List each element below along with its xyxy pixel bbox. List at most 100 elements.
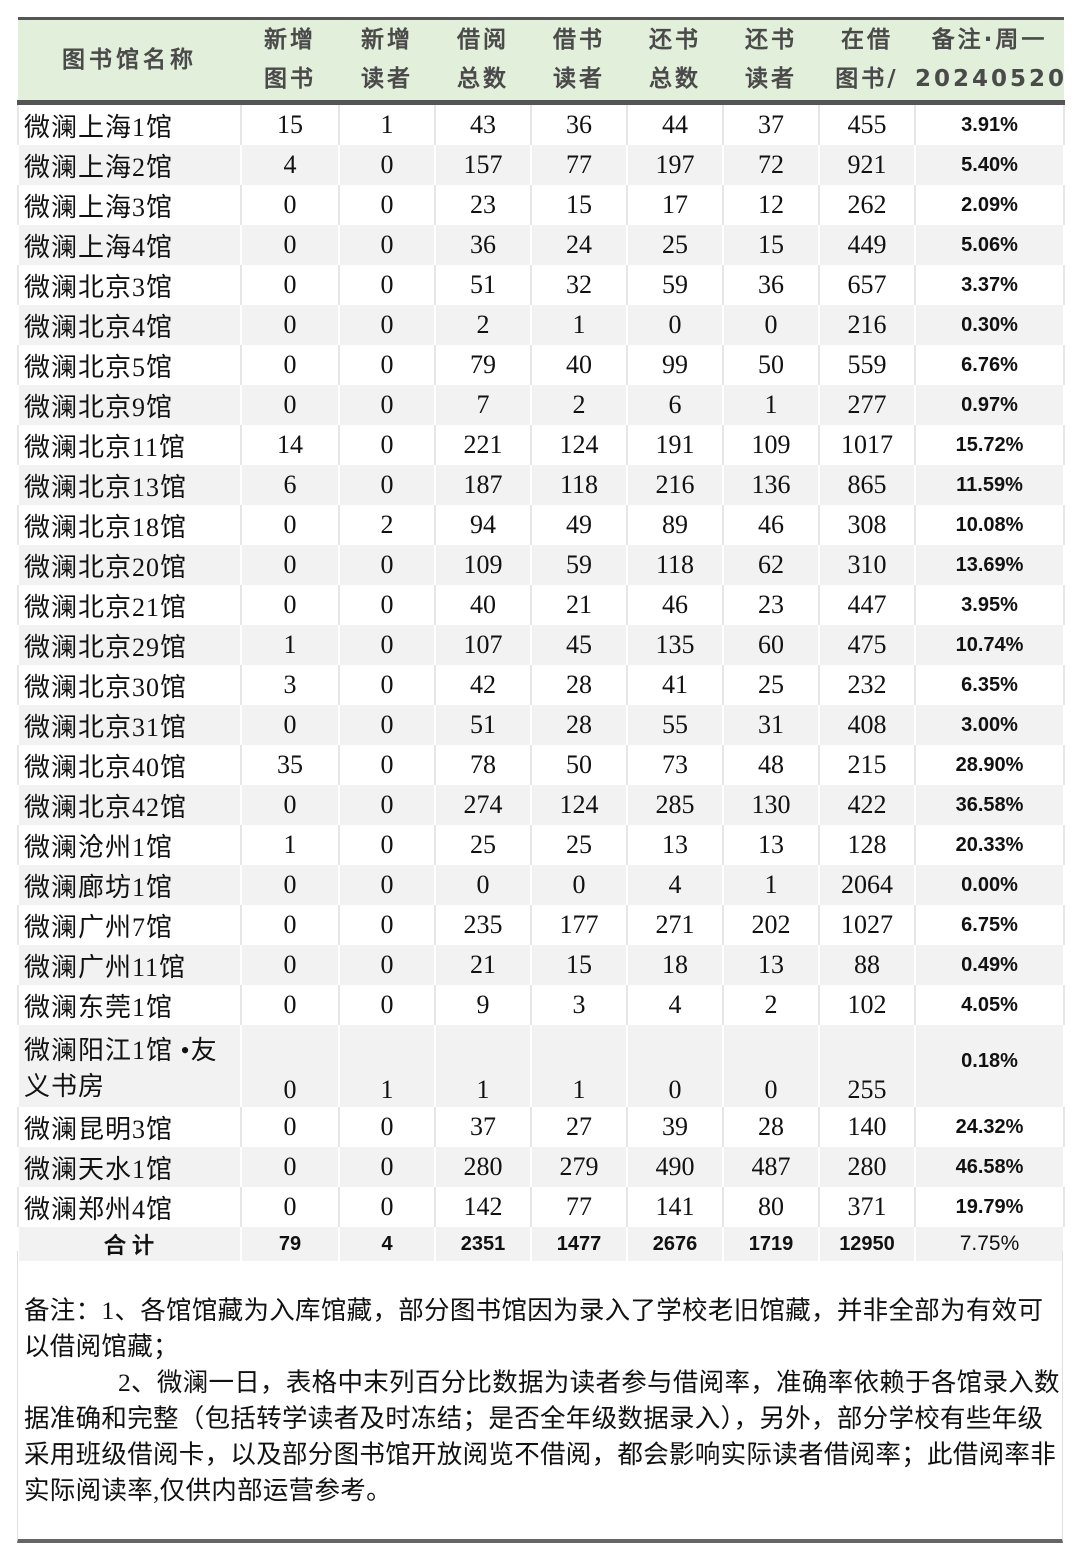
value-cell: 0 [338,745,436,785]
table-row: 微澜东莞1馆 0 0 9 3 4 2 102 4.05% [17,985,1065,1025]
value-cell: 6 [626,385,724,425]
column-header-line: 读者 [553,66,605,92]
value-cell: 0 [338,705,436,745]
value-cell: 277 [818,385,916,425]
value-cell: 25 [626,225,724,265]
value-cell: 102 [818,985,916,1025]
value-cell: 280 [818,1147,916,1187]
column-header-line: 读者 [745,66,797,92]
value-cell: 4 [240,145,340,185]
borrow-rate-cell: 28.90% [914,745,1065,785]
library-name-cell: 微澜北京42馆 [17,785,242,825]
value-cell: 99 [626,345,724,385]
value-cell: 490 [626,1147,724,1187]
value-cell: 0 [240,865,340,905]
column-header-name: 图书馆名称 [18,19,241,103]
borrow-rate-cell: 0.18% [914,1025,1065,1107]
table-row: 微澜北京18馆 0 2 94 49 89 46 308 10.08% [17,505,1065,545]
value-cell: 0 [338,305,436,345]
library-name-cell: 微澜广州11馆 [17,945,242,985]
column-header-line: 借阅 [457,27,509,53]
borrow-rate-cell: 10.08% [914,505,1065,545]
value-cell: 0 [338,945,436,985]
value-cell: 49 [530,505,628,545]
value-cell: 4 [338,1227,436,1261]
value-cell: 109 [434,545,532,585]
value-cell: 280 [434,1147,532,1187]
value-cell: 274 [434,785,532,825]
library-name-cell: 合计 [17,1227,242,1261]
value-cell: 31 [722,705,820,745]
table-row: 微澜北京31馆 0 0 51 28 55 31 408 3.00% [17,705,1065,745]
value-cell: 0 [240,985,340,1025]
library-name-cell: 微澜东莞1馆 [17,985,242,1025]
column-header-line: 图书馆名称 [62,46,197,73]
value-cell: 865 [818,465,916,505]
borrow-rate-cell: 0.49% [914,945,1065,985]
library-name-cell: 微澜广州7馆 [17,905,242,945]
value-cell: 2 [530,385,628,425]
column-header-line: 图书/ [835,66,899,92]
column-header-line: 20240520 [915,66,1068,92]
value-cell: 17 [626,185,724,225]
value-cell: 187 [434,465,532,505]
value-cell: 279 [530,1147,628,1187]
value-cell: 77 [530,1187,628,1227]
value-cell: 15 [530,185,628,225]
value-cell: 215 [818,745,916,785]
value-cell: 191 [626,425,724,465]
value-cell: 2351 [434,1227,532,1261]
value-cell: 46 [626,585,724,625]
column-header-line: 还书 [649,27,701,53]
value-cell: 0 [240,185,340,225]
library-name-cell: 微澜北京21馆 [17,585,242,625]
value-cell: 59 [530,545,628,585]
library-name-cell: 微澜阳江1馆 •友义书房 [17,1025,242,1107]
value-cell: 0 [240,1025,340,1107]
borrow-rate-cell: 3.00% [914,705,1065,745]
borrow-rate-cell: 2.09% [914,185,1065,225]
value-cell: 36 [530,102,628,145]
borrow-rate-cell: 24.32% [914,1107,1065,1147]
value-cell: 28 [530,705,628,745]
column-header-line: 总数 [457,66,509,92]
value-cell: 202 [722,905,820,945]
column-header: 借阅 总数 [435,19,531,103]
library-stats-table: 图书馆名称 新增 图书 新增 读者 借阅 总数 借书 读者 还书 总数 还书 读者 在借 图书/备注·周一 2… [17,17,1065,1261]
note-1: 备注：1、各馆馆藏为入库馆藏，部分图书馆因为录入了学校老旧馆藏，并非全部为有效可… [24,1296,1044,1361]
borrow-rate-cell: 10.74% [914,625,1065,665]
borrow-rate-cell: 15.72% [914,425,1065,465]
value-cell: 4 [626,865,724,905]
value-cell: 1 [530,1025,628,1107]
table-row: 微澜北京30馆 3 0 42 28 41 25 232 6.35% [17,665,1065,705]
library-name-cell: 微澜天水1馆 [17,1147,242,1187]
table-row: 微澜广州11馆 0 0 21 15 18 13 88 0.49% [17,945,1065,985]
value-cell: 43 [434,102,532,145]
value-cell: 41 [626,665,724,705]
value-cell: 285 [626,785,724,825]
column-header-line: 借书 [553,27,605,53]
borrow-rate-cell: 7.75% [914,1227,1065,1261]
value-cell: 1 [722,865,820,905]
column-header-line: 读者 [361,66,413,92]
value-cell: 271 [626,905,724,945]
value-cell: 3 [240,665,340,705]
value-cell: 73 [626,745,724,785]
table-row: 微澜北京20馆 0 0 109 59 118 62 310 13.69% [17,545,1065,585]
library-name-cell: 微澜北京29馆 [17,625,242,665]
value-cell: 32 [530,265,628,305]
value-cell: 88 [818,945,916,985]
table-row: 微澜北京9馆 0 0 7 2 6 1 277 0.97% [17,385,1065,425]
value-cell: 0 [530,865,628,905]
value-cell: 1027 [818,905,916,945]
value-cell: 28 [722,1107,820,1147]
value-cell: 157 [434,145,532,185]
table-row: 微澜廊坊1馆 0 0 0 0 4 1 2064 0.00% [17,865,1065,905]
value-cell: 15 [240,102,340,145]
table-row: 微澜广州7馆 0 0 235 177 271 202 1027 6.75% [17,905,1065,945]
value-cell: 21 [434,945,532,985]
value-cell: 3 [530,985,628,1025]
value-cell: 35 [240,745,340,785]
value-cell: 0 [338,265,436,305]
value-cell: 0 [240,545,340,585]
